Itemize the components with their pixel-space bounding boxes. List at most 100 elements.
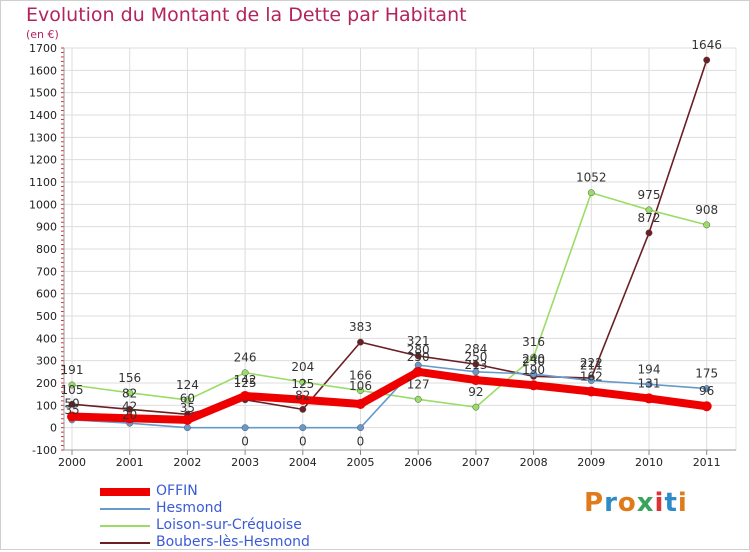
data-label: 0 [299, 435, 307, 449]
x-tick-label: 2000 [58, 456, 86, 469]
y-tick-label: 300 [36, 355, 57, 368]
data-label: 124 [176, 378, 199, 392]
data-label: 162 [580, 369, 603, 383]
data-label: 975 [638, 188, 661, 202]
data-label: 125 [291, 377, 314, 391]
legend-label: OFFIN [156, 483, 198, 499]
data-point-Loison-sur-Créquoise [587, 189, 595, 197]
data-point-Loison-sur-Créquoise [241, 369, 249, 377]
legend-label: Loison-sur-Créquoise [156, 517, 302, 533]
logo-letter: i [677, 488, 688, 518]
data-point-Boubers-lès-Hesmond [645, 229, 653, 237]
data-point-Hesmond [241, 424, 249, 432]
y-tick-label: 600 [36, 288, 57, 301]
data-label: 321 [407, 334, 430, 348]
x-tick-label: 2011 [693, 456, 721, 469]
y-tick-label: 0 [50, 422, 57, 435]
data-point-OFFIN [701, 401, 712, 412]
x-tick-label: 2008 [520, 456, 548, 469]
data-label: 250 [407, 350, 430, 364]
data-point-OFFIN [470, 375, 481, 386]
data-label: 908 [695, 203, 718, 217]
data-point-OFFIN [413, 366, 424, 377]
data-point-Boubers-lès-Hesmond [472, 360, 480, 368]
x-tick-label: 2001 [116, 456, 144, 469]
logo-letter: x [636, 488, 655, 518]
data-label: 284 [464, 342, 487, 356]
chart-subtitle: (en €) [26, 28, 59, 41]
data-label: 96 [699, 384, 714, 398]
data-label: 127 [407, 377, 430, 391]
data-point-Hesmond [587, 377, 595, 384]
data-label: 106 [349, 379, 372, 393]
data-point-Hesmond [530, 370, 538, 378]
x-tick-label: 2004 [289, 456, 317, 469]
data-point-Hesmond [357, 424, 364, 432]
data-point-Loison-sur-Créquoise [530, 353, 538, 361]
data-point-Hesmond [645, 380, 653, 388]
data-point-OFFIN [182, 414, 193, 425]
data-labels: 1911055035156824220124603524614212502041… [61, 38, 722, 449]
data-label: 142 [234, 373, 257, 387]
logo-letter: t [664, 488, 678, 518]
data-label: 50 [64, 397, 79, 411]
data-point-OFFIN [644, 393, 654, 404]
data-point-OFFIN [528, 380, 539, 391]
series-points [67, 56, 712, 432]
data-point-Loison-sur-Créquoise [126, 389, 134, 397]
data-point-Loison-sur-Créquoise [703, 221, 711, 229]
data-point-Boubers-lès-Hesmond [68, 400, 76, 408]
data-label: 82 [295, 388, 310, 402]
legend-swatch [100, 488, 150, 496]
data-point-Boubers-lès-Hesmond [414, 352, 422, 360]
y-tick-label: 400 [36, 332, 57, 345]
data-label: 316 [522, 335, 545, 349]
logo-letter: i [654, 488, 665, 518]
data-label: 175 [695, 367, 718, 381]
data-point-Hesmond [183, 424, 191, 432]
x-tick-label: 2006 [404, 456, 432, 469]
data-label: 156 [118, 371, 141, 385]
data-label: 191 [61, 363, 84, 377]
data-point-OFFIN [240, 390, 251, 401]
legend-swatch [100, 508, 150, 510]
data-point-Hesmond [703, 385, 711, 393]
grid-lines [63, 47, 737, 451]
y-tick-label: -100 [32, 444, 57, 457]
y-tick-label: 700 [36, 265, 57, 278]
data-point-Boubers-lès-Hesmond [126, 405, 134, 413]
data-label: 204 [291, 360, 314, 374]
data-point-OFFIN [586, 386, 597, 397]
data-label: 213 [464, 358, 487, 372]
data-label: 194 [638, 362, 661, 376]
data-point-Loison-sur-Créquoise [183, 396, 191, 404]
data-label: 166 [349, 369, 372, 383]
data-label: 240 [522, 352, 545, 366]
data-label: 250 [464, 350, 487, 364]
logo-letter: P [584, 488, 605, 518]
legend-label: Hesmond [156, 500, 223, 516]
x-tick-label: 2010 [635, 456, 663, 469]
proxiti-logo: Proxiti [584, 488, 688, 518]
data-point-OFFIN [355, 398, 366, 409]
data-label: 246 [234, 351, 257, 365]
data-point-OFFIN [124, 413, 135, 424]
data-label: 872 [638, 211, 661, 225]
data-label: 105 [61, 383, 84, 397]
data-label: 190 [522, 363, 545, 377]
legend-swatch [100, 542, 150, 544]
legend-swatch [100, 525, 150, 527]
y-axis: -100 0 100 200 300 400 500 600 700 800 900 1000 1100… [29, 42, 65, 457]
series-lines [68, 59, 711, 429]
data-label: 230 [522, 354, 545, 368]
y-tick-label: 1000 [29, 198, 57, 211]
data-label: 92 [468, 385, 483, 399]
data-label: 35 [64, 403, 79, 417]
data-point-Hesmond [299, 424, 307, 432]
x-tick-label: 2007 [462, 456, 490, 469]
data-label: 383 [349, 320, 372, 334]
data-label: 42 [122, 399, 137, 413]
data-point-Loison-sur-Créquoise [414, 395, 422, 403]
data-label: 1646 [691, 38, 722, 52]
